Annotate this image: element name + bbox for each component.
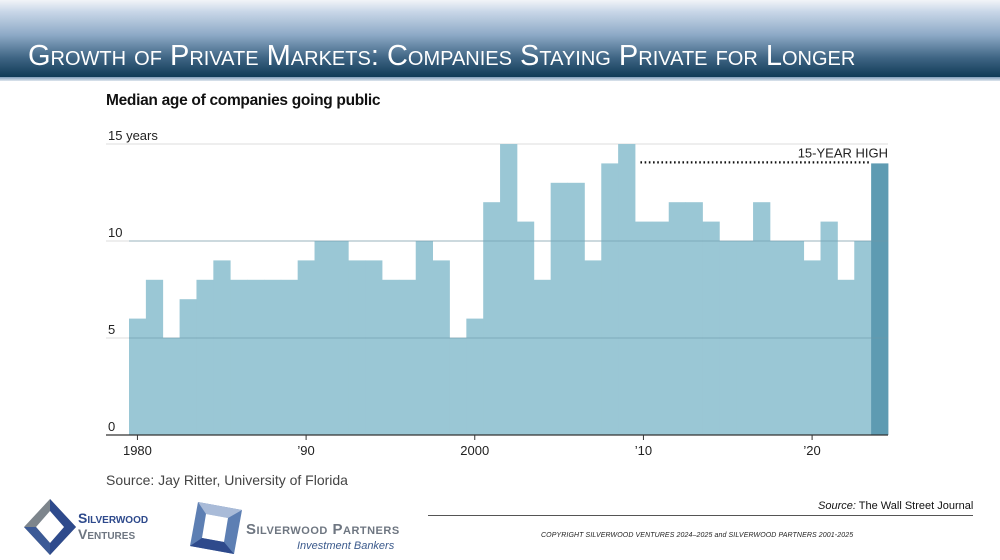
logo-line-1: Silverwood bbox=[78, 510, 149, 526]
slide-source: Source: The Wall Street Journal bbox=[818, 500, 973, 512]
bar-2014 bbox=[702, 221, 720, 435]
header-banner bbox=[0, 0, 1000, 77]
bar-1980 bbox=[129, 318, 147, 435]
header-divider bbox=[0, 77, 1000, 81]
silverwood-partners-tagline: Investment Bankers bbox=[297, 540, 395, 552]
bar-2003 bbox=[516, 221, 535, 435]
bar-2020 bbox=[803, 260, 821, 435]
y-tick-label: 15 years bbox=[108, 128, 158, 143]
bar-1982 bbox=[162, 338, 180, 435]
x-tick-label: ’90 bbox=[297, 443, 314, 458]
silverwood-ventures-logo-icon bbox=[24, 499, 76, 555]
silverwood-partners-name: Silverwood Partners bbox=[246, 521, 400, 538]
bar-2000 bbox=[466, 318, 484, 435]
x-tick-label: ’10 bbox=[635, 443, 652, 458]
bar-2024 bbox=[871, 163, 889, 435]
bar-2010 bbox=[635, 221, 653, 435]
bar-2005 bbox=[550, 182, 568, 435]
bar-2021 bbox=[820, 221, 838, 435]
bar-1988 bbox=[263, 279, 282, 435]
y-tick-label: 0 bbox=[108, 419, 115, 434]
chart-source: Source: Jay Ritter, University of Florid… bbox=[106, 472, 348, 488]
bar-2002 bbox=[500, 144, 518, 435]
page-title: Growth of Private Markets: Companies Sta… bbox=[28, 40, 856, 72]
x-tick-label: 2000 bbox=[460, 443, 489, 458]
bar-1986 bbox=[230, 279, 248, 435]
y-tick-label: 10 bbox=[108, 225, 122, 240]
chart-title: Median age of companies going public bbox=[106, 92, 381, 109]
bar-2007 bbox=[584, 260, 602, 435]
bar-1989 bbox=[280, 279, 299, 435]
bar-1983 bbox=[179, 299, 197, 435]
bar-1985 bbox=[213, 260, 231, 435]
bar-1993 bbox=[348, 260, 366, 435]
copyright: COPYRIGHT SILVERWOOD VENTURES 2024–2025 … bbox=[541, 532, 854, 539]
y-tick-label: 5 bbox=[108, 322, 115, 337]
logo-line-2: Ventures bbox=[78, 526, 136, 542]
bar-1987 bbox=[247, 279, 265, 435]
bar-1984 bbox=[196, 279, 214, 435]
footer-divider bbox=[428, 515, 973, 516]
bar-1981 bbox=[145, 279, 164, 435]
bar-2001 bbox=[483, 202, 501, 435]
bar-1995 bbox=[382, 279, 400, 435]
bar-1998 bbox=[432, 260, 450, 435]
silverwood-ventures-name: Silverwood Ventures bbox=[78, 510, 148, 542]
bar-2006 bbox=[567, 182, 585, 435]
x-tick-label: ’20 bbox=[803, 443, 820, 458]
bar-1994 bbox=[365, 260, 383, 435]
source-label: Source: bbox=[818, 500, 856, 512]
silverwood-partners-logo-icon bbox=[190, 502, 242, 554]
bar-2012 bbox=[668, 202, 686, 435]
x-tick-label: 1980 bbox=[123, 443, 152, 458]
annotation-label: 15-YEAR HIGH bbox=[798, 145, 888, 160]
bar-2013 bbox=[685, 202, 703, 435]
source-value: The Wall Street Journal bbox=[858, 500, 974, 512]
bar-chart: 0 5 10 15 years 1980 ’90 2000 ’10 ’20 15-YEAR HIG… bbox=[106, 128, 889, 458]
bar-1999 bbox=[449, 338, 467, 435]
bar-2004 bbox=[533, 279, 552, 435]
bar-2022 bbox=[837, 279, 855, 435]
bar-1996 bbox=[398, 279, 417, 435]
bar-2009 bbox=[618, 144, 636, 435]
bar-2008 bbox=[601, 163, 619, 435]
bar-2011 bbox=[651, 221, 670, 435]
bar-1990 bbox=[297, 260, 315, 435]
bar-2017 bbox=[753, 202, 771, 435]
